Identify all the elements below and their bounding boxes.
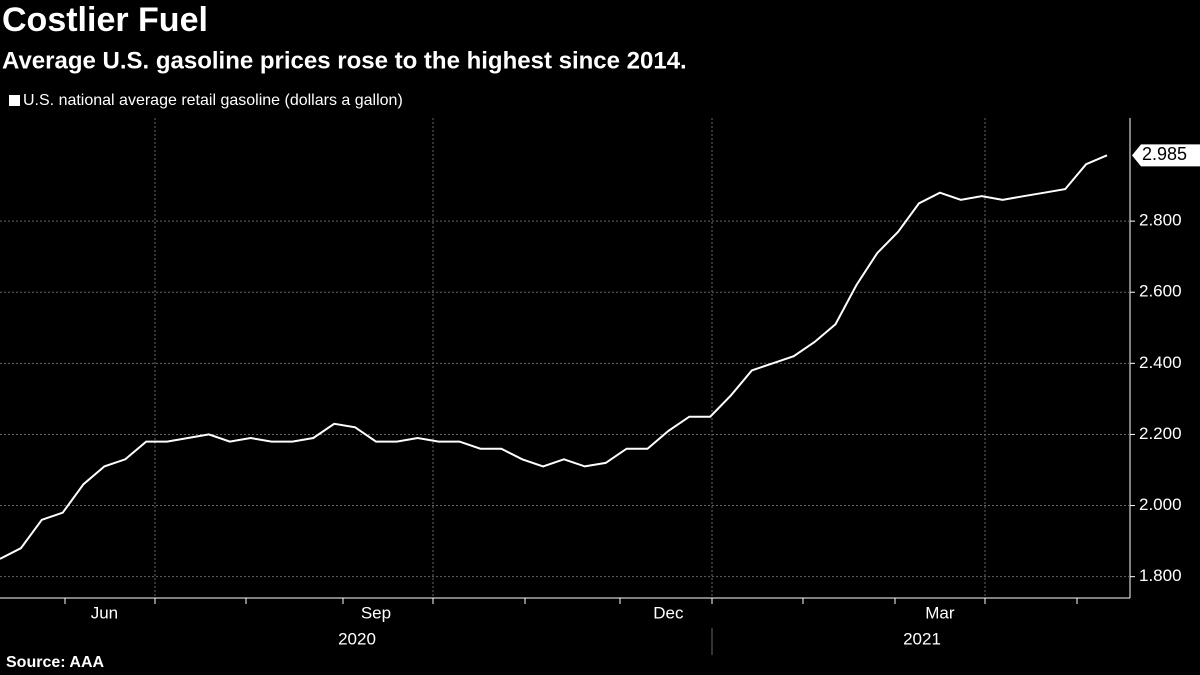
y-tick-label: 2.200 [1139,424,1182,443]
line-series [0,154,1108,560]
year-label: 2021 [903,629,941,648]
x-tick-label: Mar [925,603,955,622]
y-tick-label: 2.000 [1139,495,1182,514]
legend-label: U.S. national average retail gasoline (d… [23,92,403,109]
x-tick-label: Sep [361,603,391,622]
source: Source: AAA [6,654,105,671]
x-tick-label: Jun [91,603,118,622]
y-tick-label: 2.800 [1139,211,1182,230]
last-value-label: 2.985 [1142,144,1187,164]
x-tick-label: Dec [653,603,684,622]
chart-subtitle: Average U.S. gasoline prices rose to the… [2,47,687,74]
year-label: 2020 [338,629,376,648]
y-tick-label: 2.400 [1139,353,1182,372]
chart-title: Costlier Fuel [2,1,208,39]
legend-swatch [9,95,20,106]
y-tick-label: 1.800 [1139,566,1182,585]
y-tick-label: 2.600 [1139,282,1182,301]
month-ticks [64,118,1078,604]
last-value-box [1132,144,1200,167]
